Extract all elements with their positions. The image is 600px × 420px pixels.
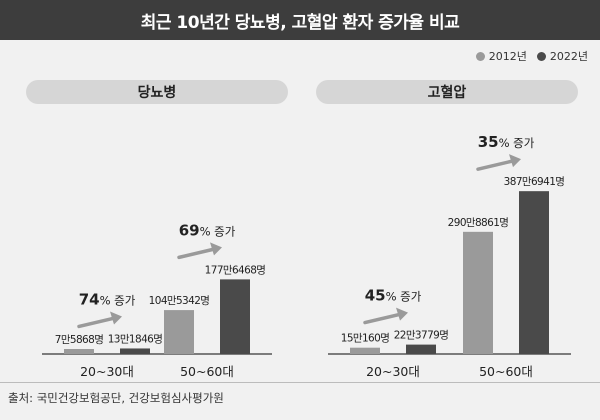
category-label-hypertension-0: 20~30대 — [366, 364, 420, 379]
panel-title-diabetes: 당뇨병 — [26, 80, 288, 104]
bar-diabetes-1-2022년 — [220, 279, 250, 354]
bar-diabetes-0-2022년 — [120, 348, 150, 354]
growth-arrow-shaft-diabetes-1 — [177, 247, 215, 260]
growth-pct-hypertension-1: 35 — [478, 133, 499, 151]
growth-suffix-hypertension-0: % 증가 — [386, 290, 422, 304]
growth-arrow-shaft-hypertension-0 — [363, 312, 401, 325]
value-label-diabetes-0-2012년: 7만5868명 — [55, 334, 104, 346]
bar-hypertension-1-2012년 — [463, 231, 493, 354]
bar-hypertension-0-2022년 — [406, 344, 436, 354]
growth-arrow-head-diabetes-0 — [110, 311, 122, 325]
legend-swatch-2022 — [536, 51, 546, 61]
bar-diabetes-0-2012년 — [64, 349, 94, 354]
bar-diabetes-1-2012년 — [164, 310, 194, 354]
growth-arrow-shaft-hypertension-1 — [476, 159, 514, 171]
value-label-diabetes-0-2022년: 13만1846명 — [108, 333, 163, 345]
growth-annotation-diabetes-0: 74% 증가 — [79, 290, 136, 308]
growth-suffix-diabetes-0: % 증가 — [100, 293, 136, 307]
legend-label-2012: 2012년 — [488, 50, 527, 63]
source-note: 출처: 국민건강보험공단, 건강보험심사평가원 — [8, 391, 224, 405]
growth-arrow-head-hypertension-1 — [509, 154, 521, 168]
growth-suffix-hypertension-1: % 증가 — [499, 136, 535, 150]
category-label-diabetes-1: 50~60대 — [180, 364, 234, 379]
value-label-diabetes-1-2012년: 104만5342명 — [149, 295, 210, 307]
category-label-hypertension-1: 50~60대 — [479, 364, 533, 379]
chart-title: 최근 10년간 당뇨병, 고혈압 환자 증가율 비교 — [0, 0, 600, 40]
growth-annotation-diabetes-1: 69% 증가 — [179, 221, 236, 239]
growth-arrow-shaft-diabetes-0 — [77, 316, 115, 329]
footer-divider — [0, 382, 600, 383]
growth-pct-hypertension-0: 45 — [365, 287, 386, 305]
value-label-hypertension-0-2022년: 22만3779명 — [394, 330, 449, 342]
growth-annotation-hypertension-0: 45% 증가 — [365, 287, 422, 305]
value-label-hypertension-1-2012년: 290만8861명 — [448, 217, 509, 229]
growth-suffix-diabetes-1: % 증가 — [200, 224, 236, 238]
legend: 2012년 2022년 — [475, 48, 588, 64]
value-label-hypertension-1-2022년: 387만6941명 — [504, 176, 565, 188]
bar-hypertension-1-2022년 — [519, 191, 549, 354]
legend-label-2022: 2022년 — [549, 50, 588, 63]
growth-arrow-head-diabetes-1 — [210, 242, 222, 256]
legend-item-2022: 2022년 — [536, 48, 588, 64]
legend-item-2012: 2012년 — [475, 48, 527, 64]
growth-annotation-hypertension-1: 35% 증가 — [478, 133, 535, 151]
growth-pct-diabetes-0: 74 — [79, 290, 100, 308]
value-label-diabetes-1-2022년: 177만6468명 — [205, 264, 266, 276]
growth-pct-diabetes-1: 69 — [179, 221, 200, 239]
growth-arrow-head-hypertension-0 — [396, 307, 408, 321]
value-label-hypertension-0-2012년: 15만160명 — [341, 333, 390, 345]
panel-title-hypertension: 고혈압 — [316, 80, 578, 104]
legend-swatch-2012 — [475, 51, 485, 61]
bar-hypertension-0-2012년 — [350, 347, 380, 354]
category-label-diabetes-0: 20~30대 — [80, 364, 134, 379]
